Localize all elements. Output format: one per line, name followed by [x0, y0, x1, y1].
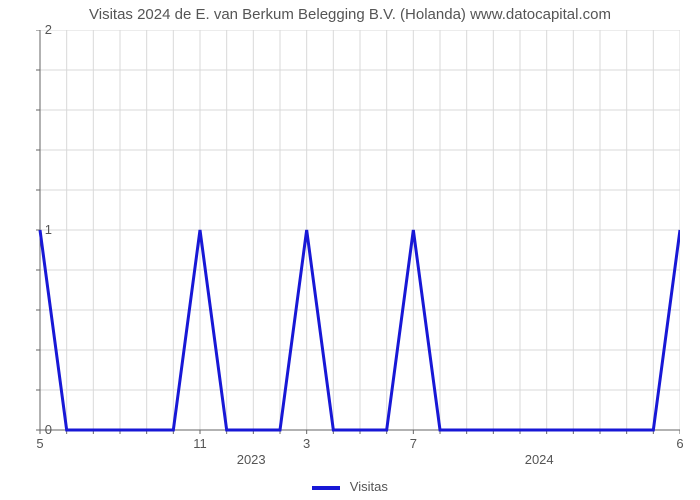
legend: Visitas: [0, 479, 700, 494]
chart-title: Visitas 2024 de E. van Berkum Belegging …: [0, 0, 700, 23]
y-tick-label: 0: [32, 422, 52, 437]
x-year-label: 2023: [237, 452, 266, 467]
legend-swatch: [312, 486, 340, 490]
legend-label: Visitas: [350, 479, 388, 494]
chart-plot-area: [40, 30, 680, 430]
x-tick-label: 3: [303, 436, 310, 451]
x-year-label: 2024: [525, 452, 554, 467]
y-tick-label: 2: [32, 22, 52, 37]
x-tick-label: 7: [410, 436, 417, 451]
chart-svg: [35, 30, 680, 436]
y-tick-label: 1: [32, 222, 52, 237]
chart-container: Visitas 2024 de E. van Berkum Belegging …: [0, 0, 700, 500]
x-tick-label: 5: [36, 436, 43, 451]
x-tick-label: 11: [193, 436, 207, 451]
x-tick-label: 6: [676, 436, 683, 451]
